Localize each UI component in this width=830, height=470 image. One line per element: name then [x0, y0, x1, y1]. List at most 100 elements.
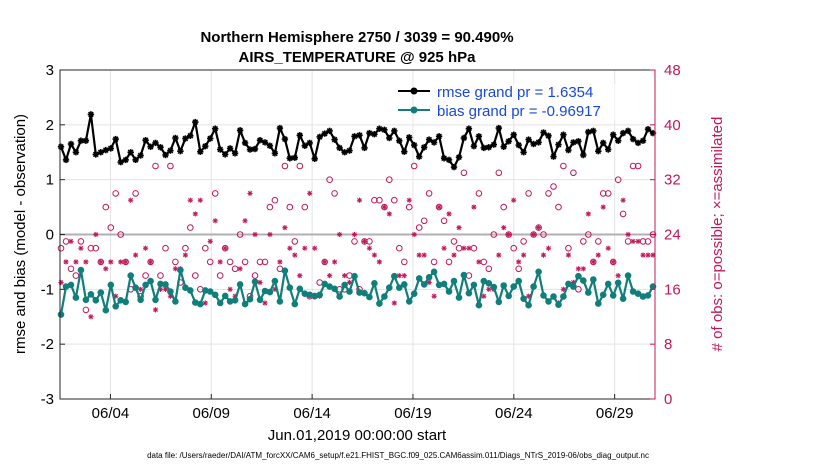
obs-possible-marker	[192, 272, 199, 279]
bias-marker	[425, 274, 433, 281]
rmse-marker	[197, 148, 204, 155]
obs-possible-marker	[77, 238, 85, 245]
obs-assimilated-marker	[476, 259, 482, 265]
obs-assimilated-marker	[342, 273, 348, 279]
x-tick-label: 06/19	[394, 405, 432, 422]
bias-marker	[182, 284, 189, 292]
rmse-marker	[222, 151, 229, 158]
bias-marker	[510, 283, 518, 290]
rmse-marker	[67, 140, 75, 148]
obs-assimilated-marker	[351, 231, 358, 238]
rmse-marker	[311, 155, 318, 162]
rmse-marker	[301, 142, 308, 149]
rmse-marker	[291, 154, 298, 161]
bias-marker	[595, 300, 602, 307]
obs-assimilated-marker	[381, 204, 387, 210]
bias-marker	[321, 280, 329, 288]
obs-assimilated-marker	[516, 259, 522, 265]
rmse-marker	[624, 127, 632, 135]
obs-assimilated-marker	[590, 259, 596, 265]
rmse-marker	[281, 135, 289, 143]
rmse-marker	[331, 136, 338, 143]
rmse-marker	[172, 134, 179, 142]
bias-marker	[599, 291, 607, 299]
obs-possible-marker	[291, 238, 299, 245]
obs-assimilated-marker	[600, 204, 606, 210]
bias-marker	[331, 285, 338, 293]
bias-marker	[545, 298, 552, 305]
obs-assimilated-marker	[143, 245, 149, 251]
rmse-marker	[366, 129, 373, 137]
rmse-marker	[187, 132, 194, 139]
obs-possible-marker	[321, 258, 329, 266]
bias-marker	[341, 281, 348, 289]
rmse-marker	[545, 132, 552, 139]
bias-marker	[644, 292, 652, 299]
obs-assimilated-marker	[98, 259, 104, 265]
obs-possible-marker	[510, 244, 518, 252]
obs-assimilated-marker	[247, 190, 253, 196]
rmse-marker	[401, 148, 408, 155]
obs-assimilated-marker	[371, 252, 377, 258]
obs-assimilated-marker	[282, 225, 288, 231]
bias-marker	[361, 289, 368, 297]
obs-possible-marker	[420, 217, 428, 225]
rmse-marker	[450, 163, 458, 171]
obs-possible-marker	[595, 238, 602, 245]
bias-marker	[410, 290, 418, 298]
obs-possible-marker	[361, 238, 368, 245]
obs-assimilated-marker	[356, 197, 363, 203]
rmse-marker	[192, 118, 199, 126]
bias-marker	[72, 294, 80, 301]
bias-marker	[465, 289, 473, 297]
obs-assimilated-marker	[595, 252, 601, 258]
rmse-marker	[600, 139, 607, 147]
obs-assimilated-marker	[332, 259, 338, 265]
rmse-marker	[560, 131, 567, 138]
series-layer	[57, 111, 657, 318]
rmse-marker	[117, 158, 124, 166]
bias-marker	[405, 298, 413, 305]
obs-assimilated-marker	[625, 231, 631, 238]
rmse-marker	[585, 128, 592, 136]
obs-assimilated-marker	[227, 286, 233, 292]
obs-assimilated-marker	[292, 252, 298, 258]
obs-assimilated-marker	[645, 252, 651, 258]
rmse-marker	[470, 143, 478, 150]
x-tick-label: 06/09	[192, 405, 230, 422]
obs-possible-marker	[500, 203, 508, 211]
obs-possible-marker	[495, 169, 503, 177]
chart-subtitle: AIRS_TEMPERATURE @ 925 hPa	[239, 49, 477, 66]
obs-assimilated-marker	[391, 300, 397, 306]
bias-marker	[530, 283, 537, 290]
rmse-marker	[97, 149, 104, 156]
obs-assimilated-marker	[337, 231, 343, 238]
obs-assimilated-marker	[461, 245, 467, 251]
rmse-marker	[241, 139, 249, 147]
obs-assimilated-marker	[521, 252, 527, 258]
rmse-marker	[256, 137, 264, 144]
obs-possible-marker	[401, 258, 408, 266]
y2-tick-label: 48	[664, 62, 681, 79]
rmse-marker	[336, 144, 343, 152]
obs-assimilated-marker	[172, 266, 178, 272]
rmse-marker	[87, 111, 95, 118]
obs-assimilated-marker	[376, 259, 382, 265]
obs-possible-marker	[187, 224, 194, 231]
obs-assimilated-marker	[302, 245, 308, 251]
bias-marker	[555, 301, 562, 309]
obs-assimilated-marker	[565, 252, 571, 258]
y2-tick-label: 24	[664, 227, 681, 244]
obs-assimilated-marker	[207, 238, 213, 244]
bias-marker	[604, 280, 612, 288]
rmse-marker	[555, 141, 562, 148]
obs-assimilated-marker	[242, 218, 248, 224]
obs-assimilated-marker	[481, 293, 487, 299]
obs-assimilated-marker	[605, 245, 611, 251]
obs-assimilated-marker	[496, 252, 502, 258]
obs-assimilated-marker	[511, 197, 517, 203]
bias-marker	[609, 292, 617, 299]
obs-possible-marker	[475, 190, 483, 197]
rmse-marker	[565, 146, 572, 154]
obs-assimilated-marker	[152, 307, 159, 313]
